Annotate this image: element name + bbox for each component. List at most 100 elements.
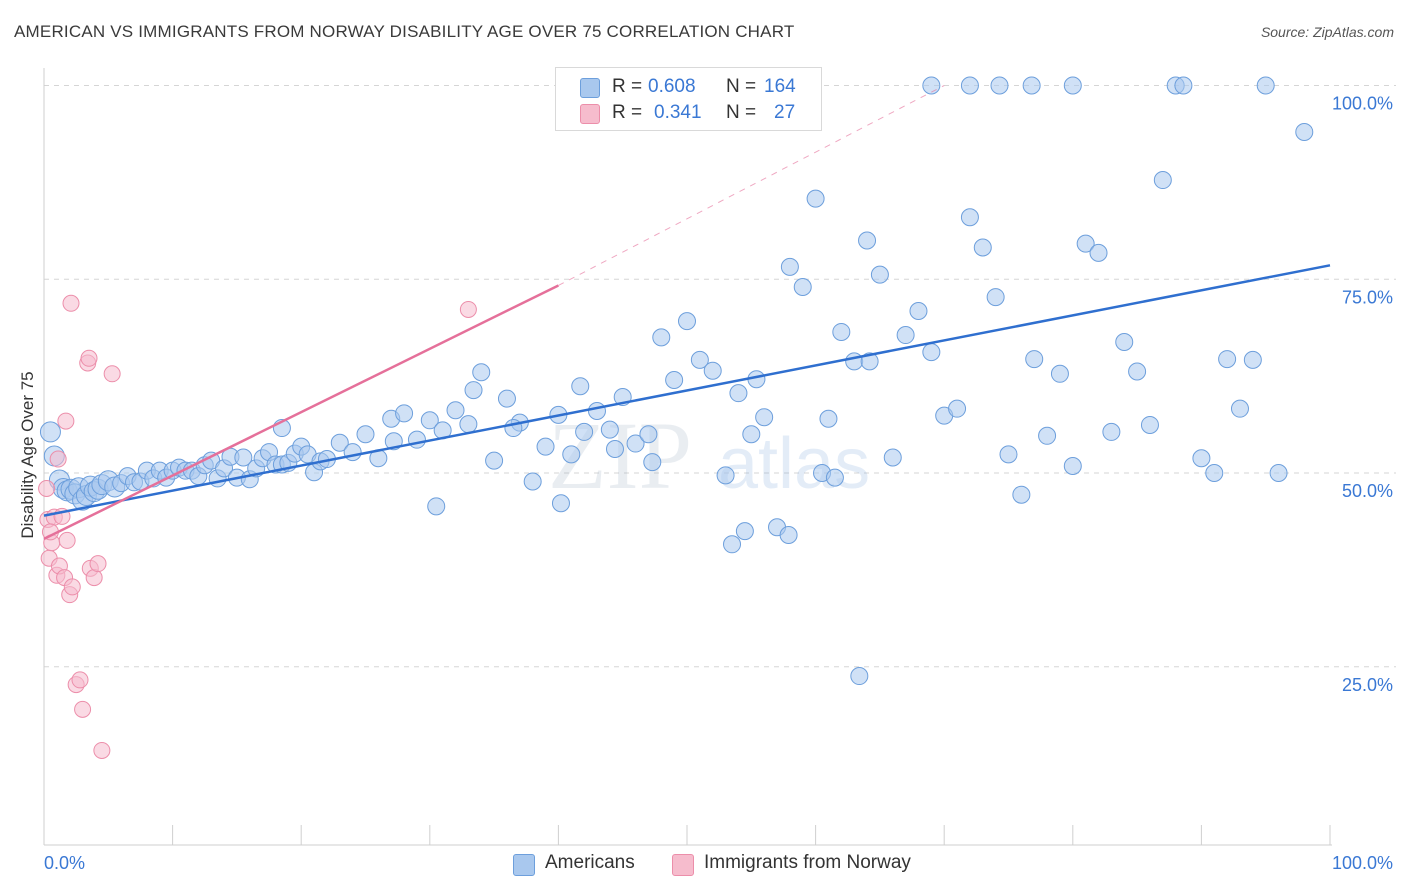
y-tick-label: 50.0% bbox=[1342, 481, 1393, 501]
americans-point bbox=[858, 231, 877, 250]
americans-point bbox=[1205, 464, 1224, 482]
americans-point bbox=[497, 389, 516, 408]
americans-point bbox=[1115, 333, 1134, 352]
watermark-atlas: atlas bbox=[718, 424, 870, 504]
americans-point bbox=[793, 278, 812, 296]
americans-point bbox=[446, 401, 465, 420]
americans-point bbox=[948, 399, 967, 418]
americans-point bbox=[407, 430, 426, 449]
americans-point bbox=[999, 445, 1018, 464]
americans-points bbox=[39, 76, 1314, 686]
americans-point bbox=[735, 522, 754, 541]
norway-trend-extension bbox=[558, 85, 945, 286]
americans-point bbox=[356, 425, 375, 444]
norway-point bbox=[62, 294, 80, 312]
americans-point bbox=[330, 433, 349, 452]
americans-point bbox=[626, 434, 645, 453]
chart-title: AMERICAN VS IMMIGRANTS FROM NORWAY DISAB… bbox=[14, 22, 795, 41]
norway-point bbox=[85, 569, 103, 587]
norway-point bbox=[459, 300, 477, 318]
americans-point bbox=[1089, 243, 1108, 262]
americans-point bbox=[990, 76, 1009, 95]
americans-point bbox=[343, 443, 362, 462]
americans-point bbox=[652, 328, 671, 347]
americans-point bbox=[1153, 171, 1172, 190]
norway-point bbox=[38, 480, 56, 497]
americans-point bbox=[909, 302, 928, 321]
americans-point bbox=[587, 402, 606, 420]
americans-point bbox=[234, 448, 253, 467]
norway-n-value: 27 bbox=[774, 102, 796, 123]
americans-point bbox=[832, 322, 851, 341]
americans-point bbox=[850, 667, 869, 686]
americans-point bbox=[600, 420, 619, 439]
americans-point bbox=[896, 326, 915, 345]
americans-point bbox=[39, 421, 61, 443]
norway-legend-swatch bbox=[672, 854, 694, 876]
americans-point bbox=[1063, 457, 1082, 476]
americans-point bbox=[1012, 485, 1031, 504]
norway-point bbox=[63, 578, 81, 596]
americans-point bbox=[485, 451, 504, 470]
trend-lines bbox=[43, 85, 1331, 540]
norway-n-label: N = bbox=[726, 102, 757, 123]
source-label: Source: ZipAtlas.com bbox=[1260, 24, 1394, 40]
americans-point bbox=[678, 312, 696, 331]
norway-r-label: R = bbox=[612, 102, 643, 123]
americans-point bbox=[716, 466, 735, 485]
americans-point bbox=[562, 445, 581, 464]
americans-point bbox=[665, 371, 684, 389]
americans-point bbox=[755, 408, 774, 427]
americans-point bbox=[1063, 76, 1082, 95]
americans-point bbox=[690, 350, 709, 369]
americans-point bbox=[459, 415, 478, 434]
americans-legend-label: Americans bbox=[545, 852, 635, 873]
americans-r-label: R = bbox=[612, 76, 643, 97]
americans-point bbox=[1295, 123, 1314, 141]
norway-points bbox=[38, 294, 477, 759]
americans-point bbox=[806, 189, 825, 208]
americans-point bbox=[420, 411, 439, 430]
americans-point bbox=[571, 377, 590, 396]
americans-point bbox=[1218, 350, 1237, 369]
americans-point bbox=[960, 208, 979, 227]
americans-point bbox=[1192, 449, 1211, 468]
norway-trend-line bbox=[43, 284, 559, 540]
norway-point bbox=[74, 700, 92, 718]
americans-point bbox=[779, 526, 798, 544]
americans-point bbox=[922, 343, 941, 362]
americans-point bbox=[523, 472, 542, 491]
norway-r-value: 0.341 bbox=[654, 102, 702, 123]
grid-lines bbox=[44, 85, 1396, 668]
americans-n-label: N = bbox=[726, 76, 757, 97]
americans-r-value: 0.608 bbox=[648, 76, 696, 97]
americans-point bbox=[1230, 399, 1249, 418]
americans-point bbox=[723, 535, 742, 554]
americans-point bbox=[575, 422, 594, 441]
americans-n-value: 164 bbox=[764, 76, 796, 97]
americans-point bbox=[536, 437, 555, 456]
americans-point bbox=[395, 404, 414, 423]
y-tick-label: 25.0% bbox=[1342, 675, 1393, 695]
americans-point bbox=[960, 76, 979, 95]
americans-point bbox=[1128, 362, 1147, 381]
americans-point bbox=[825, 468, 844, 487]
norway-point bbox=[93, 741, 111, 759]
americans-point bbox=[986, 288, 1005, 307]
americans-point bbox=[1022, 76, 1041, 95]
americans-point bbox=[860, 352, 879, 371]
norway-point bbox=[49, 450, 67, 468]
y-tick-label: 100.0% bbox=[1332, 94, 1393, 114]
norway-point bbox=[71, 671, 89, 689]
americans-point bbox=[973, 238, 992, 257]
americans-point bbox=[703, 361, 722, 380]
axis-labels: 25.0% 50.0% 75.0% 100.0% 0.0% 100.0% Disabilit… bbox=[18, 94, 1393, 874]
americans-point bbox=[780, 257, 799, 276]
americans-point bbox=[464, 381, 483, 400]
americans-trend-line bbox=[43, 264, 1331, 517]
x-tick-label-max: 100.0% bbox=[1332, 853, 1393, 873]
americans-point bbox=[427, 497, 446, 516]
americans-point bbox=[922, 76, 941, 95]
americans-point bbox=[1025, 350, 1044, 369]
